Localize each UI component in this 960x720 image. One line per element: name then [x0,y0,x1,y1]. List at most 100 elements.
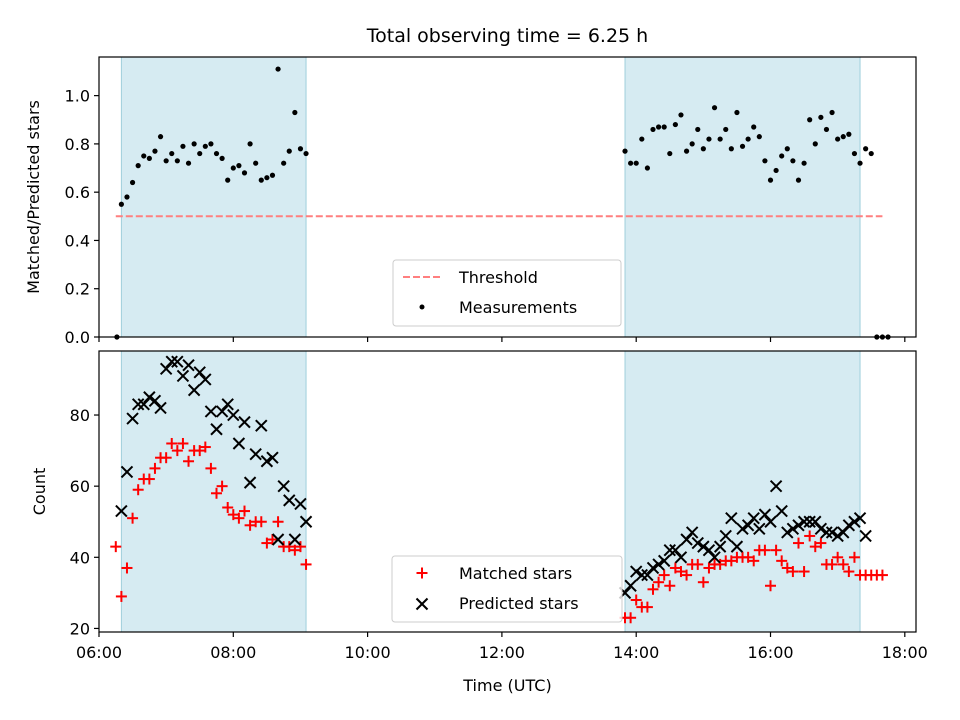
predicted-point [775,504,788,518]
matched-point [832,551,844,563]
matched-point [647,583,659,595]
predicted-point [758,508,772,521]
matched-point [300,558,312,570]
matched-point [703,562,715,574]
measurement-point [734,109,740,116]
matched-point [216,480,228,492]
predicted-point [294,497,307,511]
measurement-point [655,124,662,130]
matched-point [149,462,161,474]
measurement-point [202,143,208,149]
measurement-point [269,172,276,178]
y-tick-label: 60 [70,477,90,496]
matched-point [876,569,888,581]
measurement-point [303,150,309,157]
predicted-point [736,522,749,536]
count-axes-frame [98,350,917,633]
matched-point [664,580,676,592]
predicted-point [781,526,794,539]
measurement-point [728,146,734,152]
matched-point [272,516,284,528]
predicted-point [277,479,290,493]
predicted-point [641,568,654,582]
measurement-point [247,141,253,147]
predicted-point [697,540,710,553]
matched-point [765,580,777,592]
measurement-point [135,163,141,169]
matched-point [748,555,760,567]
predicted-point [713,540,727,553]
measurement-point [745,136,751,142]
measurement-point [264,175,270,181]
predicted-point [260,455,274,468]
matched-point [725,555,737,567]
matched-point [759,544,771,556]
matched-legend-swatch [416,567,428,579]
count-panel: 20 40 60 80 06:00 08:00 10:00 12:00 14:00 16:00 1… [30,350,928,695]
count-legend-box [391,555,623,623]
y-tick-label: 20 [70,619,90,638]
measurement-point [124,194,130,200]
predicted-point [669,543,682,557]
matched-point [681,569,693,581]
measurement-point [695,126,701,133]
count-y-ticks: 20 40 60 80 [70,406,99,638]
matched-point [787,566,799,578]
measurement-point [812,141,818,147]
measurement-point [292,109,298,116]
y-tick-label: 0.6 [65,183,90,202]
measurement-point [823,126,830,133]
matched-point [809,541,821,553]
measurement-point [253,160,259,166]
predicted-point [126,412,139,425]
matched-point [658,569,670,581]
threshold-legend-label: Threshold [458,268,538,287]
measurement-point [639,136,645,142]
x-tick-label: 18:00 [882,643,928,662]
measurement-point [706,136,712,142]
predicted-point [137,398,150,411]
predicted-point [769,479,783,493]
predicted-legend-swatch [415,597,429,611]
matched-point [255,516,267,528]
y-tick-label: 0.8 [65,135,90,154]
matched-point [233,512,245,524]
measurement-point [818,114,824,120]
predicted-point [635,568,649,582]
measurement-point [152,148,158,154]
x-tick-label: 12:00 [479,643,525,662]
matched-point [792,537,804,549]
matched-point [294,541,306,553]
matched-point [675,566,687,578]
predicted-point [820,526,833,539]
predicted-point [176,369,190,383]
matched-point [714,558,726,570]
y-tick-label: 0.4 [65,231,90,250]
predicted-point [725,511,738,525]
measurement-point [241,170,248,176]
predicted-point [271,533,285,546]
measurement-point [644,165,650,171]
observing-windows [120,56,861,338]
measurement-point [717,136,723,142]
matched-point [804,530,816,542]
measurement-point [751,124,757,130]
predicted-point [859,529,872,543]
matched-point [742,551,754,563]
observing-window [624,350,861,633]
measurement-point [835,136,841,142]
measurement-point [286,148,292,154]
measurement-point [773,167,779,174]
measurement-point [790,158,796,164]
measurement-point [225,177,231,183]
chart-title: Total observing time = 6.25 h [366,25,648,47]
measurement-point [801,160,807,166]
matched-point [776,555,788,567]
predicted-point [853,511,867,525]
ratio-panel: 0.0 0.2 0.4 0.6 0.8 1.0 Total observing time … [24,25,917,347]
predicted-point [288,533,302,546]
y-tick-label: 0.2 [65,280,90,299]
predicted-point [764,515,777,528]
predicted-stars-series [115,355,872,600]
matched-point [416,567,428,579]
